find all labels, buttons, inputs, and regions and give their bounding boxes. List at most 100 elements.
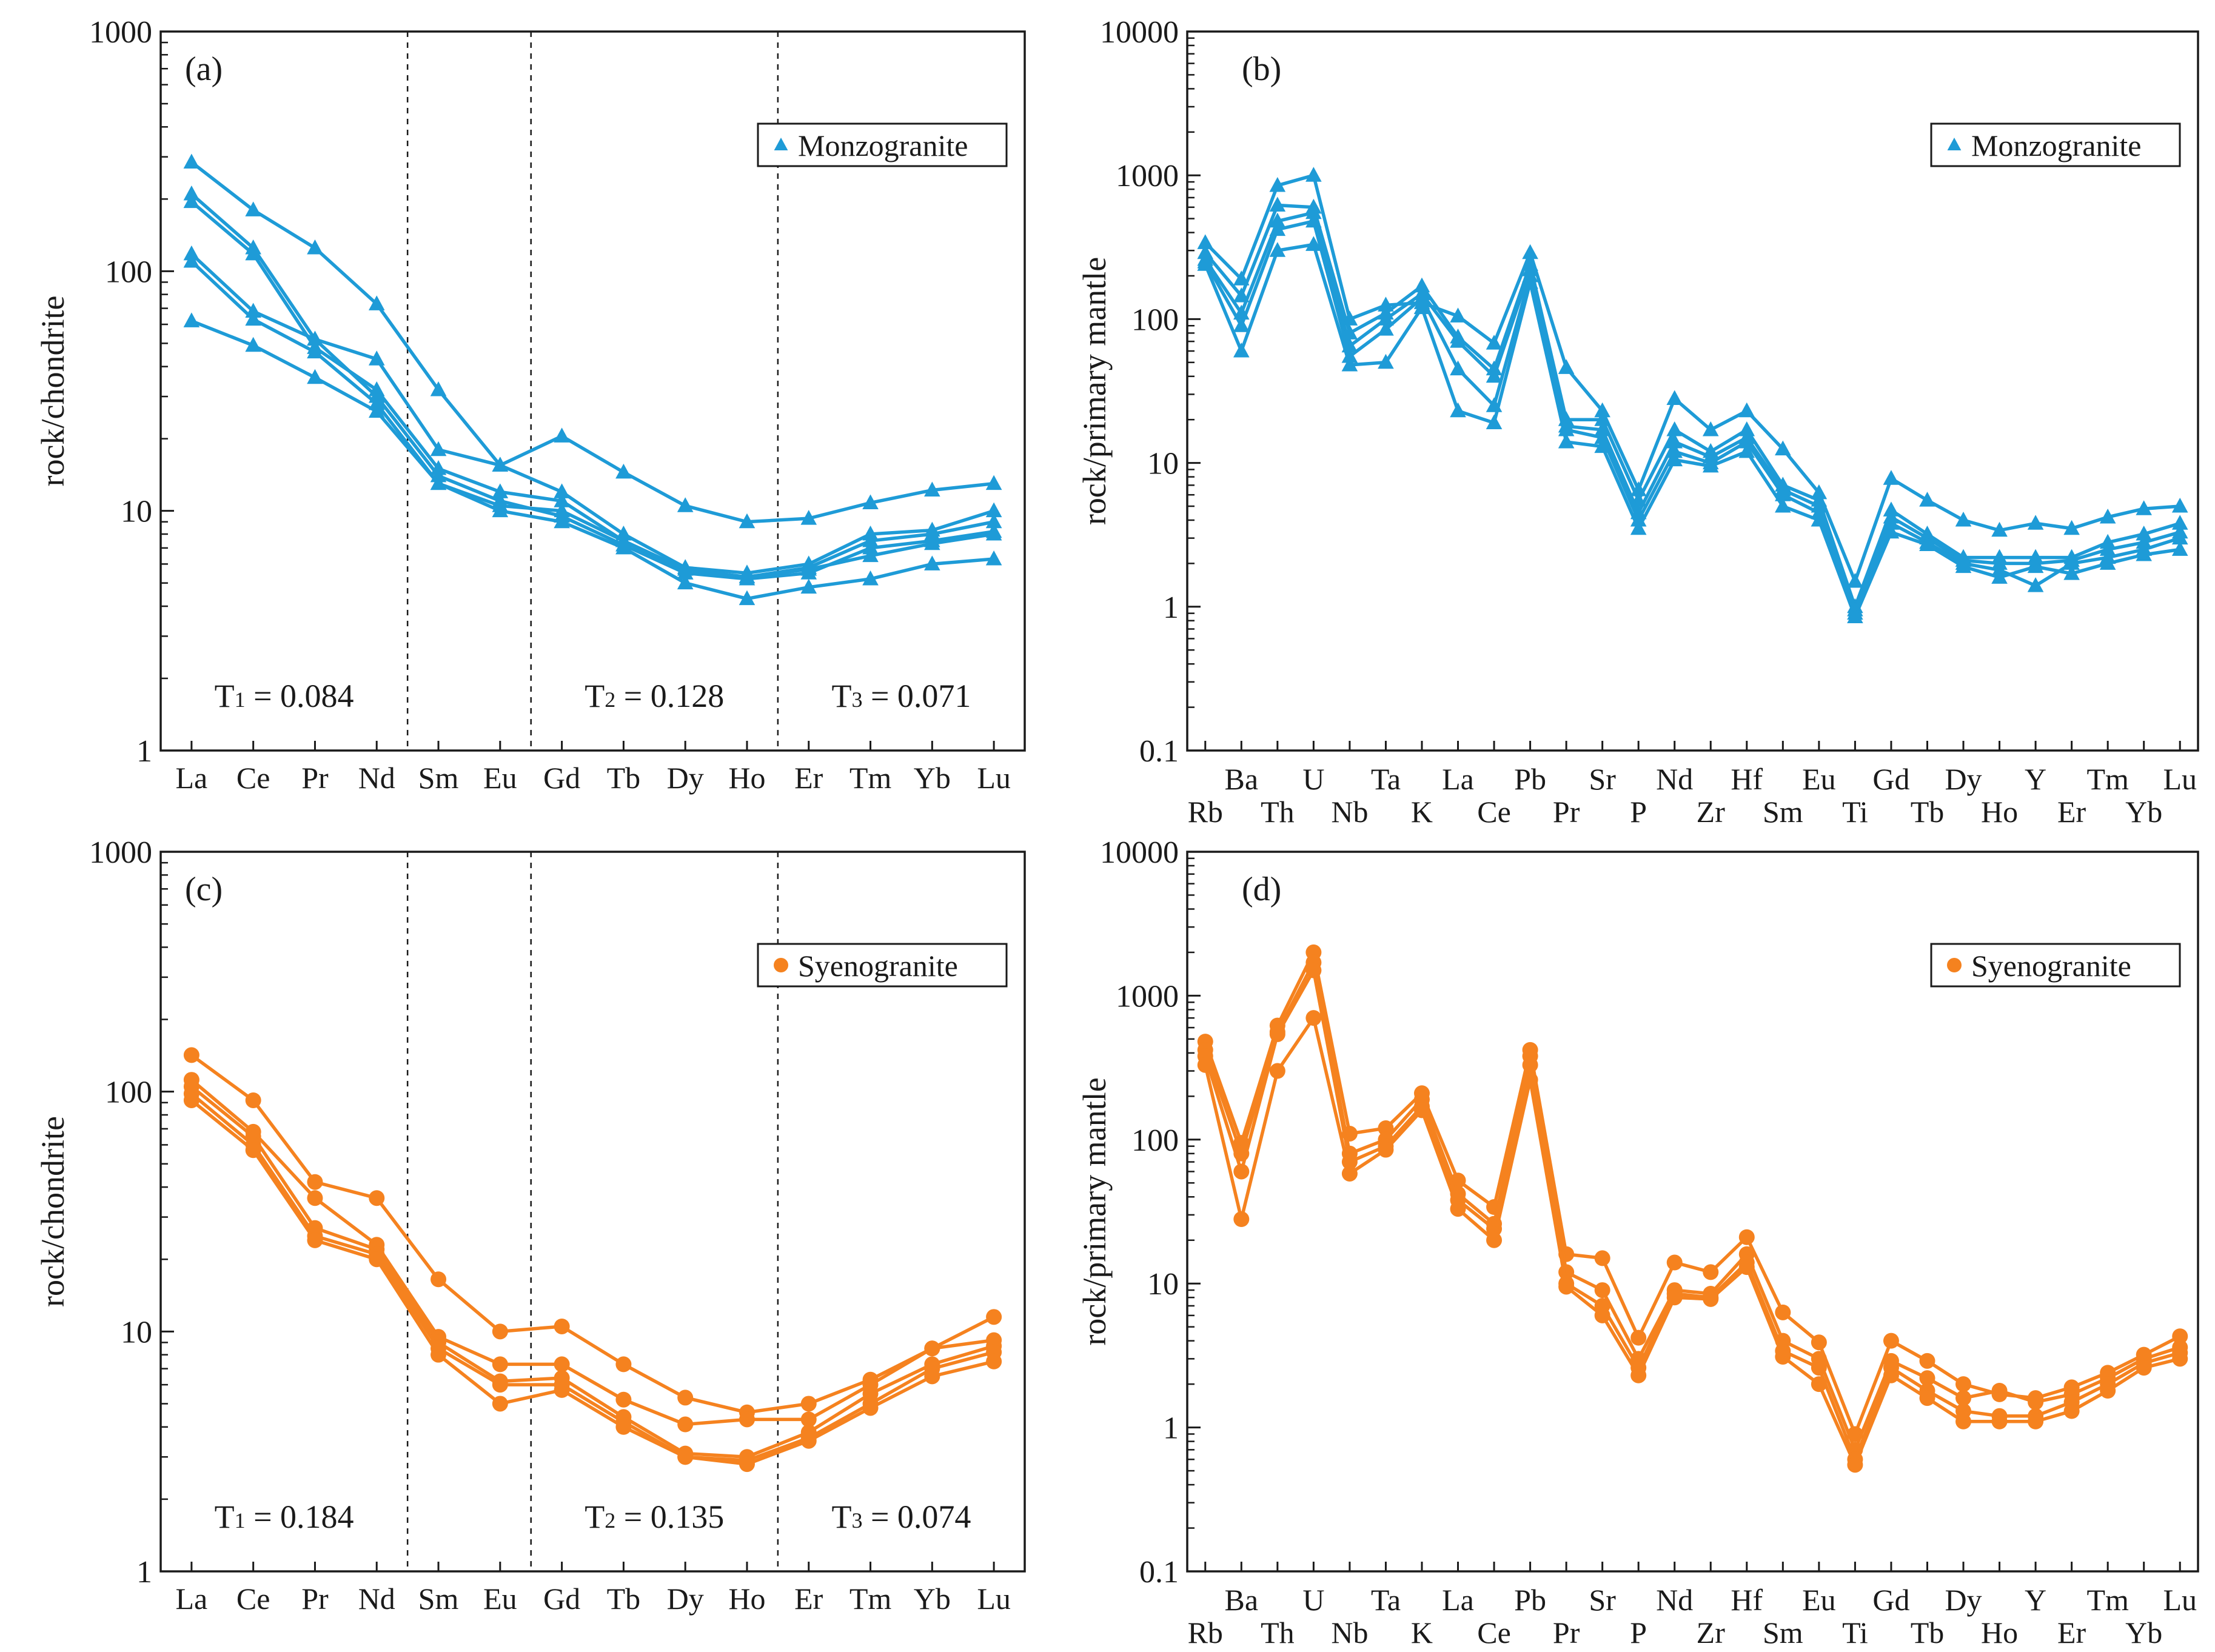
x-tick-label: Rb	[1188, 795, 1223, 829]
x-tick-label: P	[1630, 1616, 1647, 1650]
x-tick-label: Lu	[977, 761, 1011, 795]
data-point	[1233, 343, 1250, 358]
x-tick-label: Pb	[1514, 1583, 1546, 1617]
data-point	[2136, 546, 2152, 561]
data-point	[492, 1356, 508, 1373]
data-point	[1305, 204, 1322, 219]
data-point	[307, 1174, 323, 1190]
annotation-symbol: T	[585, 678, 605, 714]
data-point	[985, 525, 1002, 541]
x-tick-label: Eu	[1802, 1583, 1836, 1617]
data-point	[739, 1456, 755, 1473]
x-tick-label: Yb	[2125, 795, 2162, 829]
x-tick-label: Sm	[418, 1582, 459, 1616]
series-5-line	[1204, 242, 2180, 619]
data-point	[800, 1396, 817, 1412]
data-point	[1955, 1413, 1972, 1430]
data-point	[1558, 433, 1575, 449]
data-point	[1738, 1229, 1755, 1245]
annotation-t: T3 = 0.071	[831, 678, 971, 714]
data-point	[985, 513, 1002, 529]
series-2-line	[1204, 203, 2181, 609]
data-point	[1666, 433, 1683, 449]
series-4-line	[190, 252, 994, 581]
series-1-line	[1204, 173, 2180, 583]
data-point	[1594, 402, 1610, 418]
y-tick-label: 100	[105, 255, 152, 289]
data-point	[431, 1346, 447, 1363]
x-tick-label: Hf	[1731, 1583, 1763, 1617]
data-point	[1341, 347, 1358, 363]
data-point	[2136, 525, 2152, 541]
data-point	[1702, 457, 1719, 473]
data-point	[1233, 1211, 1250, 1228]
data-point	[1594, 438, 1610, 453]
data-point	[1341, 1165, 1358, 1182]
data-point	[2100, 1382, 2116, 1399]
x-tick-label: Dy	[1945, 1583, 1982, 1617]
x-tick-label: Zr	[1697, 795, 1726, 829]
x-tick-label: Sm	[418, 761, 459, 795]
data-point	[677, 1389, 694, 1406]
data-point	[1630, 1367, 1647, 1383]
panel-label: (a)	[185, 50, 223, 88]
data-point	[1811, 1360, 1827, 1376]
data-point	[1991, 521, 2008, 537]
data-point	[1775, 1304, 1791, 1320]
annotation-t: T1 = 0.184	[215, 1499, 354, 1535]
data-point	[1811, 484, 1828, 500]
y-tick-label: 1	[136, 734, 152, 769]
x-tick-label: Yb	[2125, 1616, 2162, 1650]
data-point	[245, 310, 261, 326]
data-point	[615, 463, 632, 479]
data-point	[554, 483, 570, 498]
annotation-value: = 0.074	[862, 1499, 971, 1535]
series-5-line	[190, 1099, 994, 1466]
data-point	[1522, 1057, 1538, 1073]
x-tick-label: Ba	[1225, 1583, 1259, 1617]
x-tick-label: Pb	[1514, 762, 1546, 796]
data-point	[2171, 498, 2188, 513]
x-tick-label: Sr	[1589, 762, 1616, 796]
data-point	[1413, 1102, 1430, 1119]
data-point	[369, 1190, 385, 1206]
data-point	[1630, 520, 1647, 535]
legend-marker	[1947, 138, 1962, 150]
data-point	[1955, 1390, 1972, 1406]
data-point	[2172, 1351, 2188, 1367]
data-point	[1666, 451, 1683, 467]
data-point	[985, 502, 1002, 518]
data-point	[1413, 277, 1430, 293]
y-tick-label: 10	[121, 1315, 152, 1349]
data-point	[924, 535, 940, 550]
data-point	[1233, 1163, 1250, 1180]
data-point	[554, 513, 570, 529]
x-tick-label: Th	[1261, 795, 1295, 829]
data-point	[1811, 1376, 1827, 1393]
data-point	[800, 510, 817, 525]
x-tick-label: Nd	[358, 761, 395, 795]
x-tick-label: Tm	[849, 1582, 892, 1616]
annotation-symbol: T	[215, 1499, 235, 1535]
legend-marker	[1947, 958, 1962, 972]
series-2-line	[190, 1078, 994, 1426]
x-tick-label: Gd	[1872, 762, 1909, 796]
x-tick-label: Ho	[728, 1582, 765, 1616]
series-1-line	[190, 1054, 995, 1414]
data-point	[1738, 433, 1755, 449]
y-tick-label: 1	[1163, 590, 1179, 625]
y-tick-label: 10	[121, 495, 152, 529]
data-point	[677, 1416, 694, 1433]
data-point	[554, 1382, 570, 1398]
series-1-line	[1204, 951, 2181, 1436]
data-point	[1666, 1254, 1683, 1271]
legend-box	[1930, 943, 2181, 988]
data-point	[369, 1251, 385, 1268]
data-point	[1305, 167, 1322, 182]
data-point	[2136, 500, 2152, 515]
x-tick-label: Eu	[1802, 762, 1836, 796]
data-point	[245, 1142, 261, 1159]
annotation-value: = 0.071	[862, 678, 971, 714]
series-3-line	[190, 200, 994, 579]
data-point	[245, 201, 261, 216]
